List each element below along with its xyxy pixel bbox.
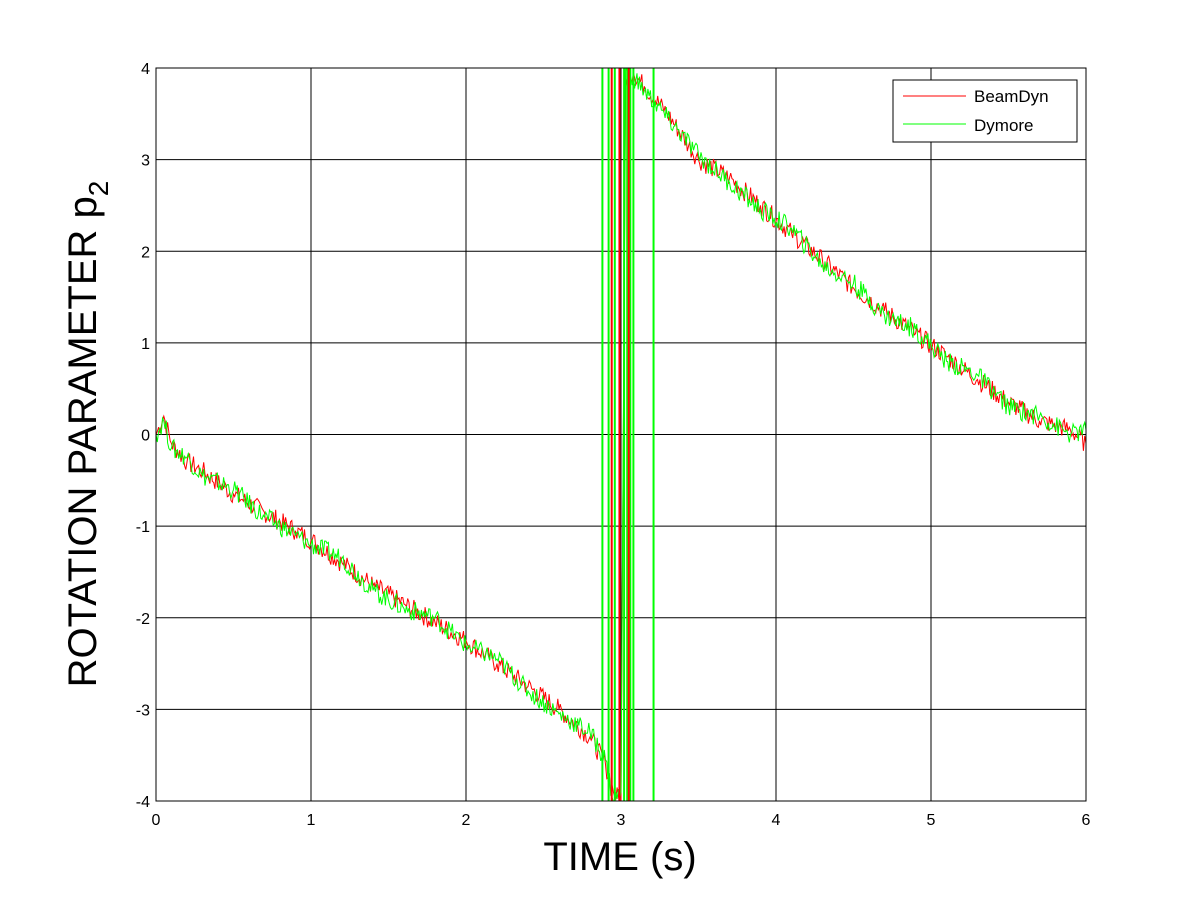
x-tick-label: 5 bbox=[927, 812, 936, 829]
tick-labels: 0 1 2 3 4 5 6 -4 -3 -2 -1 0 1 2 3 4 bbox=[136, 61, 1091, 829]
series-lines bbox=[156, 68, 1086, 801]
y-tick-label: 2 bbox=[141, 244, 150, 261]
x-axis-title: TIME (s) bbox=[543, 835, 696, 879]
y-tick-label: 1 bbox=[141, 336, 150, 353]
x-tick-label: 1 bbox=[307, 812, 316, 829]
y-tick-label: -2 bbox=[136, 611, 150, 628]
y-axis-title-subscript: 2 bbox=[83, 181, 114, 197]
legend-label-dymore: Dymore bbox=[974, 116, 1034, 135]
y-tick-label: 3 bbox=[141, 153, 150, 170]
legend-box bbox=[892, 79, 1078, 143]
y-tick-label: -1 bbox=[136, 519, 150, 536]
y-axis-title-main: ROTATION PARAMETER p bbox=[61, 196, 105, 687]
x-tick-label: 6 bbox=[1082, 812, 1091, 829]
plot-frame bbox=[155, 67, 1087, 802]
y-tick-label: -3 bbox=[136, 702, 150, 719]
x-tick-label: 3 bbox=[617, 812, 626, 829]
y-tick-label: 0 bbox=[141, 428, 150, 445]
x-tick-label: 4 bbox=[772, 812, 781, 829]
y-tick-label: -4 bbox=[136, 794, 150, 811]
y-axis-title: ROTATION PARAMETER p2 bbox=[61, 181, 114, 688]
y-tick-label: 4 bbox=[141, 61, 150, 78]
x-tick-label: 0 bbox=[152, 812, 161, 829]
legend: BeamDyn Dymore bbox=[892, 79, 1078, 143]
legend-label-beamdyn: BeamDyn bbox=[974, 87, 1049, 106]
x-tick-label: 2 bbox=[462, 812, 471, 829]
